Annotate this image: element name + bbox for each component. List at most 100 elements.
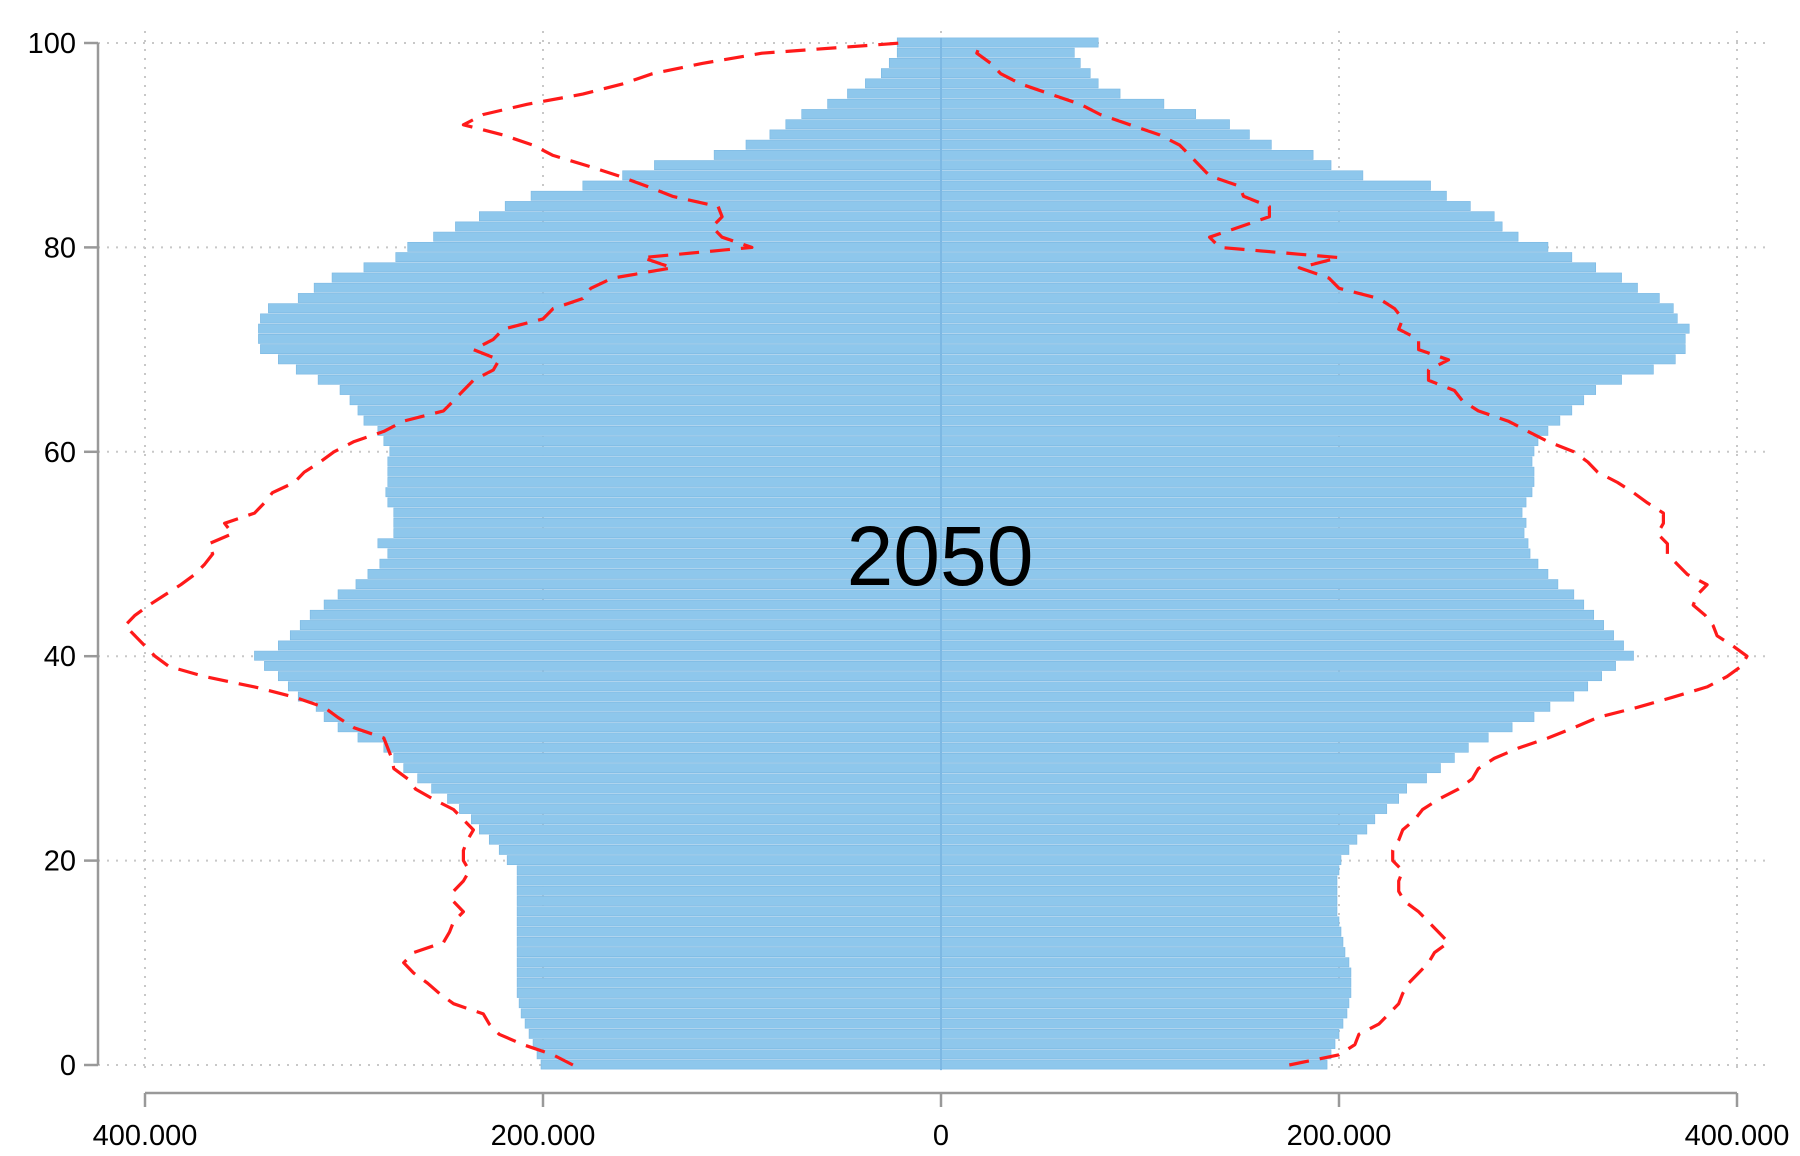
bar-left-age-27: [431, 783, 942, 794]
bars-left-group: [254, 37, 942, 1070]
bar-left-age-95: [847, 88, 942, 99]
bar-left-age-18: [516, 875, 942, 886]
bar-right-age-58: [940, 466, 1535, 477]
bar-right-age-84: [940, 201, 1471, 211]
bar-left-age-63: [363, 415, 942, 426]
y-tick-label: 40: [44, 641, 76, 673]
bar-left-age-26: [447, 793, 942, 804]
bar-right-age-42: [940, 630, 1614, 641]
bar-right-age-24: [940, 814, 1376, 825]
bar-left-age-74: [268, 303, 942, 314]
bar-right-age-0: [940, 1059, 1328, 1070]
bar-right-age-65: [940, 395, 1585, 406]
bar-left-age-11: [516, 947, 942, 957]
bar-left-age-5: [520, 1008, 942, 1019]
bar-left-age-85: [530, 190, 942, 201]
bar-right-age-66: [940, 385, 1597, 395]
y-tick-label: 80: [44, 232, 76, 264]
bar-left-age-91: [769, 129, 942, 140]
bar-left-age-60: [389, 446, 942, 457]
bar-right-age-35: [940, 701, 1551, 712]
bar-left-age-41: [278, 640, 942, 651]
bar-left-age-36: [297, 691, 942, 702]
bar-right-age-62: [940, 425, 1549, 436]
year-annotation: 2050: [847, 509, 1034, 603]
bar-right-age-81: [940, 231, 1519, 242]
bar-left-age-61: [383, 436, 942, 446]
bar-left-age-70: [260, 344, 942, 355]
bar-right-age-4: [940, 1018, 1344, 1029]
y-tick-label: 0: [60, 1050, 76, 1082]
bar-left-age-90: [745, 139, 942, 150]
bar-left-age-9: [516, 967, 942, 978]
bar-right-age-17: [940, 885, 1338, 896]
bar-left-age-87: [622, 170, 942, 181]
bar-left-age-92: [785, 119, 942, 130]
bar-left-age-80: [407, 241, 942, 252]
bar-left-age-79: [395, 252, 942, 263]
bar-left-age-43: [299, 620, 942, 630]
bar-right-age-61: [940, 436, 1539, 446]
bar-right-age-2: [940, 1039, 1336, 1049]
bar-left-age-82: [455, 221, 942, 232]
bar-left-age-65: [349, 395, 942, 406]
bar-left-age-0: [540, 1059, 942, 1070]
bar-right-age-21: [940, 844, 1350, 855]
bar-right-age-43: [940, 620, 1604, 630]
bar-right-age-37: [940, 681, 1589, 692]
bar-right-age-97: [940, 68, 1091, 79]
x-tick-label: 400.000: [93, 1120, 198, 1152]
bar-right-age-78: [940, 262, 1597, 273]
bar-left-age-17: [516, 885, 942, 896]
bar-right-age-20: [940, 855, 1342, 866]
bar-right-age-7: [940, 988, 1352, 998]
bar-right-age-8: [940, 977, 1352, 988]
bar-left-age-31: [383, 742, 942, 753]
dashed-line-left: [123, 41, 902, 1067]
bar-left-age-24: [471, 814, 942, 825]
bar-right-age-90: [940, 139, 1272, 150]
bar-left-age-93: [801, 109, 942, 119]
bar-left-age-76: [313, 282, 942, 293]
bar-right-age-89: [940, 150, 1314, 160]
bar-left-age-62: [377, 425, 942, 436]
bar-right-age-31: [940, 742, 1469, 753]
bar-right-age-30: [940, 752, 1455, 763]
bar-left-age-59: [387, 456, 942, 467]
comparison-lines-group: [123, 41, 1749, 1067]
bar-right-age-75: [940, 293, 1660, 303]
x-tick-label: 0: [933, 1120, 949, 1152]
x-tick-label: 200.000: [491, 1120, 596, 1152]
bar-right-age-91: [940, 129, 1250, 140]
bar-left-age-68: [295, 364, 942, 375]
bar-right-age-82: [940, 221, 1503, 232]
bar-left-age-16: [516, 896, 942, 906]
bar-left-age-84: [504, 201, 942, 211]
bar-right-age-68: [940, 364, 1654, 375]
bar-right-age-27: [940, 783, 1407, 794]
bar-left-age-35: [315, 701, 942, 712]
bar-left-age-72: [258, 323, 942, 334]
bar-right-age-25: [940, 804, 1388, 814]
bar-left-age-3: [528, 1028, 942, 1039]
bar-right-age-38: [940, 671, 1602, 682]
bar-right-age-60: [940, 446, 1535, 457]
bar-right-age-74: [940, 303, 1674, 314]
bar-right-age-93: [940, 109, 1197, 119]
bar-left-age-20: [506, 855, 942, 866]
bar-right-age-28: [940, 773, 1427, 784]
bar-left-age-71: [258, 333, 942, 344]
bar-left-age-40: [254, 650, 942, 661]
bar-right-age-77: [940, 272, 1622, 283]
bar-right-age-11: [940, 947, 1346, 957]
bars-right-group: [940, 37, 1690, 1070]
x-tick-label: 400.000: [1685, 1120, 1790, 1152]
bar-right-age-72: [940, 323, 1690, 334]
bar-right-age-23: [940, 824, 1368, 835]
bar-right-age-69: [940, 354, 1676, 365]
bar-right-age-29: [940, 763, 1441, 774]
bar-right-age-41: [940, 640, 1624, 651]
bar-right-age-56: [940, 487, 1533, 498]
bar-left-age-25: [459, 804, 942, 814]
bar-right-age-33: [940, 722, 1513, 733]
